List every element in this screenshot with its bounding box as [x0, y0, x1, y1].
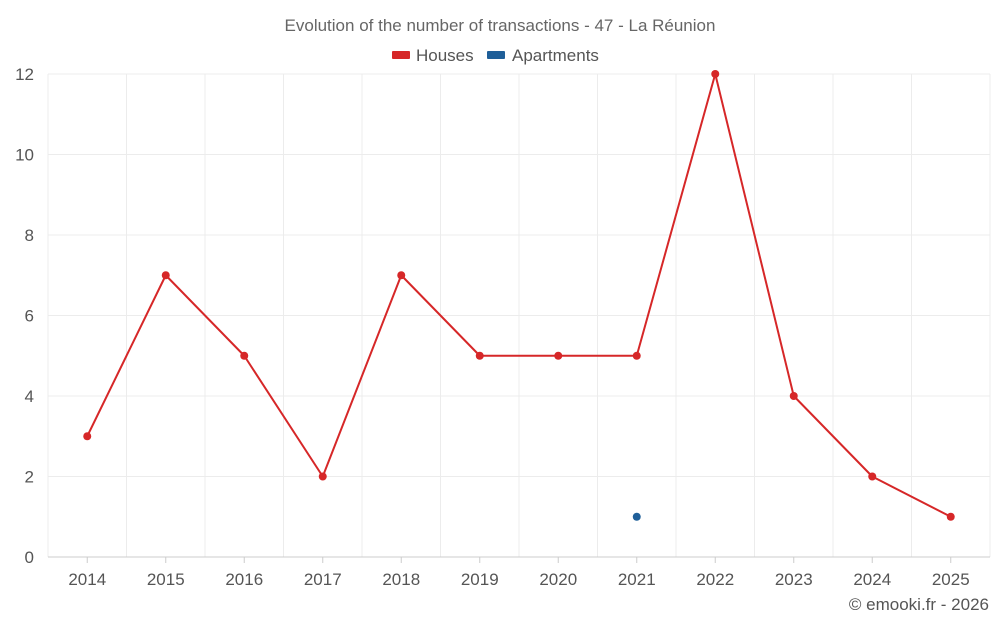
y-tick-label: 12	[15, 65, 34, 84]
y-axis: 0 2 4 6 8 10 12	[15, 65, 34, 567]
legend-swatch-apartments	[487, 51, 505, 59]
point-houses-2017[interactable]	[318, 472, 327, 481]
legend: Houses Apartments	[392, 46, 599, 65]
series-line-houses	[86, 73, 952, 518]
point-houses-2023[interactable]	[789, 392, 798, 400]
point-houses-2016[interactable]	[240, 351, 249, 360]
legend-label-apartments: Apartments	[512, 46, 599, 65]
point-houses-2019[interactable]	[475, 351, 484, 360]
x-tick-label-2020: 2020	[539, 570, 577, 589]
point-houses-2018[interactable]	[397, 271, 406, 280]
credit-text: © emooki.fr - 2026	[849, 595, 989, 614]
point-houses-2014[interactable]	[83, 432, 92, 441]
x-tick-label-2019: 2019	[461, 570, 499, 589]
x-tick-label-2015: 2015	[147, 570, 185, 589]
x-axis: 2014 2015 2016 2017 2018 2019 2020 2021 2022 2023…	[48, 556, 990, 589]
legend-label-houses: Houses	[416, 46, 474, 65]
x-tick-label-2014: 2014	[68, 570, 106, 589]
chart-title: Evolution of the number of transactions …	[285, 16, 716, 35]
point-houses-2025[interactable]	[946, 512, 955, 521]
x-tick-label-2025: 2025	[932, 570, 970, 589]
gridlines	[47, 73, 991, 557]
series-layer	[83, 70, 955, 521]
point-apartments-2021[interactable]	[632, 512, 641, 521]
y-tick-label: 0	[25, 548, 34, 567]
y-tick-label: 2	[25, 468, 34, 487]
x-tick-label-2017: 2017	[304, 570, 342, 589]
point-houses-2024[interactable]	[868, 472, 877, 481]
y-tick-label: 10	[15, 146, 34, 165]
legend-swatch-houses	[392, 51, 410, 59]
point-houses-2015[interactable]	[161, 271, 170, 280]
y-tick-label: 4	[25, 387, 34, 406]
x-tick-label-2021: 2021	[618, 570, 656, 589]
x-tick-label-2016: 2016	[225, 570, 263, 589]
x-tick-label-2018: 2018	[382, 570, 420, 589]
point-houses-2022[interactable]	[711, 70, 720, 78]
x-tick-label-2024: 2024	[853, 570, 891, 589]
point-houses-2020[interactable]	[554, 351, 563, 360]
legend-item-apartments[interactable]: Apartments	[487, 46, 599, 65]
y-tick-label: 8	[25, 226, 34, 245]
x-tick-label-2023: 2023	[775, 570, 813, 589]
x-tick-label-2022: 2022	[696, 570, 734, 589]
legend-item-houses[interactable]: Houses	[392, 46, 474, 65]
y-tick-label: 6	[25, 307, 34, 326]
point-houses-2021[interactable]	[632, 351, 641, 360]
